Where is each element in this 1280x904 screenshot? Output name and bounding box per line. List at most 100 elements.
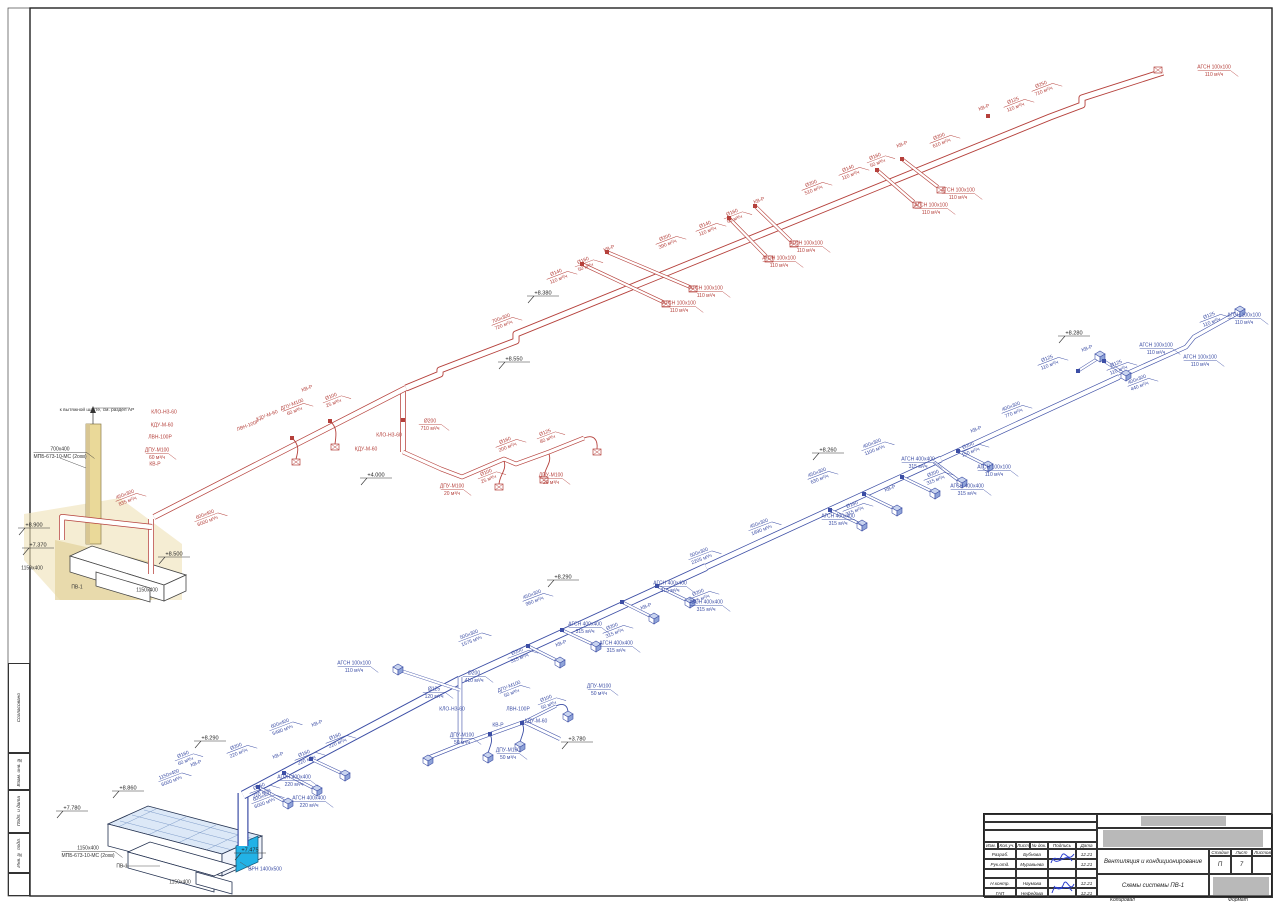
duct-label: КВ-Р: [896, 140, 909, 150]
svg-text:50 м³/ч: 50 м³/ч: [577, 262, 595, 273]
duct-label: КВ-Р: [555, 639, 568, 649]
duct-label: КДУ-М-60: [525, 719, 548, 725]
tb-col-list: Лист: [1016, 842, 1030, 849]
svg-text:КЛО-НЗ-60: КЛО-НЗ-60: [439, 707, 465, 713]
svg-text:ПВ-1: ПВ-1: [71, 585, 83, 591]
svg-text:АГСН 400х400: АГСН 400х400: [653, 581, 687, 587]
svg-text:АГСН 100х100: АГСН 100х100: [662, 301, 696, 307]
svg-text:+8.500: +8.500: [165, 552, 182, 558]
svg-text:АГСН 100х100: АГСН 100х100: [762, 256, 796, 262]
elevation-mark: +8.860: [112, 786, 144, 799]
svg-text:110 м³/ч: 110 м³/ч: [797, 248, 816, 254]
elevation-mark: +8.290: [547, 575, 579, 588]
duct-label: КВ-Р: [970, 425, 983, 435]
svg-text:110 м³/ч: 110 м³/ч: [1235, 320, 1254, 326]
svg-text:ДПУ-М100: ДПУ-М100: [145, 448, 170, 454]
elevation-marks-layer: +8.380 +8.550 +4.000 +8.900 +7.370 +8.500 +8.2…: [18, 291, 1090, 861]
duct-label: КВ-Р: [640, 602, 653, 612]
redacted-project-name: [1103, 830, 1263, 847]
svg-text:КДУ-М-60: КДУ-М-60: [525, 719, 548, 725]
svg-text:Ø200: Ø200: [605, 622, 619, 632]
duct-label: КВ-Р: [301, 384, 314, 394]
margin-cell-empty: [8, 873, 30, 896]
svg-text:110 м³/ч: 110 м³/ч: [1205, 72, 1224, 78]
tb-row4-date: 12.21: [1076, 878, 1097, 888]
svg-text:АГСН 400х400: АГСН 400х400: [292, 796, 326, 802]
tb-row5-name: Нефедова: [1016, 888, 1048, 898]
svg-text:110 м³/ч: 110 м³/ч: [922, 210, 941, 216]
svg-text:+7.370: +7.370: [29, 543, 46, 549]
duct-label: КДУ-М-60: [256, 409, 279, 423]
supply-fittings: [256, 305, 1246, 810]
svg-text:Ø140: Ø140: [841, 164, 855, 174]
duct-label: ЛВН-100Р: [236, 419, 261, 433]
tb-list-label: Лист: [1231, 849, 1252, 856]
svg-text:315 м³/ч: 315 м³/ч: [607, 648, 626, 654]
svg-text:315 м³/ч: 315 м³/ч: [829, 521, 848, 527]
svg-text:+8.290: +8.290: [201, 736, 218, 742]
svg-text:50 м³/ч: 50 м³/ч: [540, 700, 558, 711]
shaft-note: к вытяжной шахте, см. раздел АР: [60, 406, 135, 413]
svg-text:ЛВН-100Р: ЛВН-100Р: [148, 435, 172, 441]
tb-row5-role: ГАП: [984, 888, 1016, 898]
duct-label: КЛО-НЗ-60: [439, 707, 465, 713]
svg-text:ВРН 1400х500: ВРН 1400х500: [248, 867, 282, 873]
tb-listov-label: Листов: [1252, 849, 1273, 856]
svg-text:50 м³/ч: 50 м³/ч: [454, 740, 470, 746]
ahu-supply-unit: [106, 805, 264, 895]
svg-text:КВ-Р: КВ-Р: [555, 639, 568, 649]
svg-text:110 м³/ч: 110 м³/ч: [770, 263, 789, 269]
tb-col-izm: Изм.: [984, 842, 998, 849]
svg-text:ЛВН-100Р: ЛВН-100Р: [236, 419, 261, 433]
svg-text:50 м³/ч: 50 м³/ч: [503, 688, 521, 699]
svg-text:АГСН 100х100: АГСН 100х100: [337, 661, 371, 667]
duct-label: ЛВН-100Р: [506, 707, 530, 713]
margin-cell-inv: Инв. № подл.: [8, 833, 30, 873]
margin-cell-podp: Подп. и дата: [8, 790, 30, 833]
svg-text:315 м³/ч: 315 м³/ч: [958, 491, 977, 497]
elevation-mark: +7.780: [56, 806, 88, 819]
svg-text:110 м³/ч: 110 м³/ч: [1147, 350, 1166, 356]
svg-text:КВ-Р: КВ-Р: [190, 759, 203, 769]
svg-text:Ø125: Ø125: [538, 428, 552, 438]
duct-label: КЛО-НЗ-60: [151, 410, 177, 416]
elevation-mark: +8.900: [18, 523, 50, 536]
tb-row1-role: Разраб.: [984, 849, 1016, 859]
svg-text:АГСН 100х100: АГСН 100х100: [1227, 313, 1261, 319]
svg-text:1150х400: 1150х400: [77, 846, 99, 852]
svg-text:Ø125: Ø125: [1202, 311, 1216, 321]
svg-text:315 м³/ч: 315 м³/ч: [697, 607, 716, 613]
duct-label: ПВ-1: [71, 585, 83, 591]
tb-row1-date: 12.21: [1076, 849, 1097, 859]
svg-text:Ø200: Ø200: [658, 233, 672, 243]
svg-text:Ø100: Ø100: [479, 468, 493, 478]
svg-text:АГСН 100х100: АГСН 100х100: [1139, 343, 1173, 349]
